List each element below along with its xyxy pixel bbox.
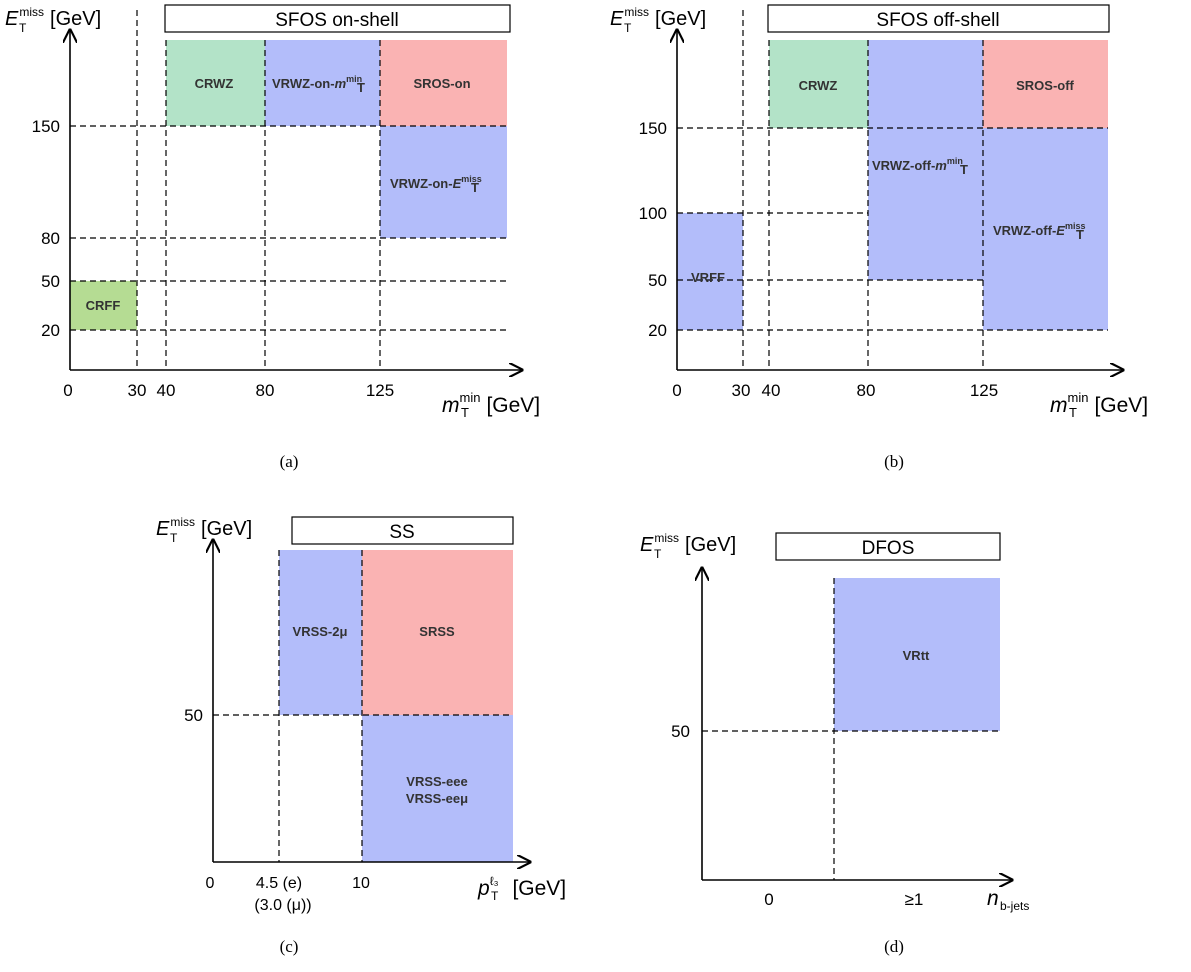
y-tick: 20 [41,321,60,340]
region-vrwz-off-mt [868,40,983,280]
x-tick: 40 [762,381,781,400]
y-tick: 20 [648,321,667,340]
region-label: CRWZ [799,78,838,93]
y-axis-label: Emiss [GeV] [640,531,736,556]
y-axis-label: Emiss [GeV] [610,5,706,30]
region-label: VRSS-eee [406,774,467,789]
region-label: VRWZ-off-Emiss [993,221,1085,238]
region-label-sub: T [1076,227,1084,242]
x-axis-label: mmin [GeV] [442,390,540,417]
panel-caption: (a) [280,452,299,471]
x-tick: 30 [128,381,147,400]
y-axis-label-sub: T [654,547,662,561]
region-label: VRSS-eeμ [406,791,468,806]
x-axis-label: pℓ₃ [GeV] [477,874,566,900]
panel-d: DFOS Emiss [GeV] T n b-jets 0 ≥1 50 VRtt … [640,531,1029,956]
y-axis-label-sub: T [19,21,27,35]
x-tick: 0 [63,381,72,400]
x-tick: 80 [256,381,275,400]
region-crwz [769,40,868,128]
y-axis-label: Emiss [GeV] [5,5,101,30]
x-tick: 30 [732,381,751,400]
y-axis-label-sub: T [624,21,632,35]
region-vrss-eee [362,715,513,862]
y-tick: 150 [639,119,667,138]
region-srss [362,550,513,715]
region-crff [70,281,137,330]
panel-c: SS Emiss [GeV] T pℓ₃ [GeV] T 0 4.5 (e) (3.… [156,515,566,956]
region-label: SROS-on [413,76,470,91]
panel-header: DFOS [862,538,915,559]
region-label: VRFF [691,270,725,285]
region-vrwz-off-met [983,128,1108,330]
region-vrwz-on-mt [265,40,380,126]
y-tick: 100 [639,204,667,223]
panel-a: SFOS on-shell Emiss [GeV] T mmin [GeV] T 0… [5,4,540,471]
region-vrss-2mu [279,550,362,715]
panel-header: SFOS off-shell [876,10,999,31]
region-label-sub: T [357,80,365,95]
y-axis-label: Emiss [GeV] [156,515,252,540]
region-label: VRSS-2μ [293,624,348,639]
x-tick: 40 [157,381,176,400]
region-sros-off [983,40,1108,128]
x-tick: 125 [366,381,394,400]
region-label: SRSS [419,624,455,639]
x-tick: 4.5 (e) [256,875,302,892]
panel-header: SFOS on-shell [275,10,399,31]
region-label: VRWZ-off-mmin [872,156,963,173]
x-axis-label-sub: T [461,405,469,420]
x-tick: ≥1 [905,890,924,909]
region-label: SROS-off [1016,78,1074,93]
panel-header-box [164,4,511,33]
y-axis-label-sub: T [170,531,178,545]
x-axis-label-sub: T [491,889,499,903]
panel-header: SS [389,522,414,543]
y-tick: 80 [41,229,60,248]
x-tick: (3.0 (μ)) [254,897,311,914]
panel-caption: (b) [884,452,904,471]
region-crwz [166,40,265,126]
panel-header-box [775,532,1001,561]
x-tick: 10 [352,875,370,892]
region-label-sub: T [960,162,968,177]
region-vrff [677,213,743,330]
panel-caption: (c) [280,937,299,956]
panel-caption: (d) [884,937,904,956]
region-label: VRWZ-on-Emiss [390,174,482,191]
region-label: VRWZ-on-mmin [272,74,362,91]
x-axis-label: n [987,887,999,910]
panel-header-box [291,516,514,545]
y-tick: 50 [671,722,690,741]
region-vrtt [834,578,1000,731]
x-tick: 0 [206,875,215,892]
region-sros-on [380,40,507,126]
panel-header-box [767,4,1110,33]
x-tick: 125 [970,381,998,400]
panel-b: SFOS off-shell Emiss [GeV] T mmin [GeV] T … [610,4,1148,471]
y-tick: 50 [41,272,60,291]
x-axis-label: mmin [GeV] [1050,390,1148,417]
region-label: CRWZ [195,76,234,91]
x-tick: 80 [857,381,876,400]
y-tick: 50 [184,706,203,725]
x-axis-label-sub: b-jets [1000,899,1029,913]
region-label-sub: T [471,180,479,195]
x-axis-label-sub: T [1069,405,1077,420]
region-label: CRFF [86,298,121,313]
y-tick: 150 [32,117,60,136]
x-tick: 0 [764,890,773,909]
x-tick: 0 [672,381,681,400]
region-vrwz-on-met [380,126,507,238]
region-label: VRtt [903,648,930,663]
y-tick: 50 [648,271,667,290]
